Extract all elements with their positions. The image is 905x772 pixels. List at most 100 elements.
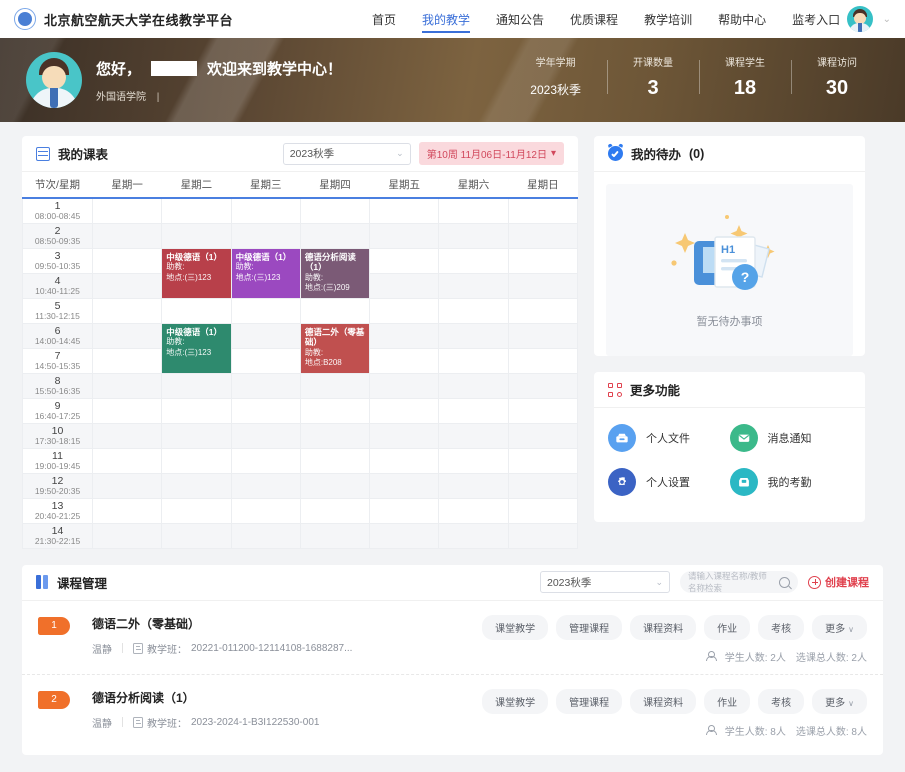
timetable-cell xyxy=(507,222,579,249)
timetable-cell xyxy=(91,472,163,499)
course-row[interactable]: 1 德语二外（零基础） 温静 教学班： 20221-011200-12114108-16… xyxy=(22,601,883,674)
create-course-button[interactable]: 创建课程 xyxy=(808,574,869,590)
person-icon xyxy=(705,725,717,735)
alarm-clock-icon xyxy=(607,143,624,161)
timetable-row: 2 08:50-09:35 xyxy=(22,222,579,249)
course-action-3[interactable]: 作业 xyxy=(704,614,751,640)
timetable-cell[interactable]: 德语二外（零基础） 助教: 地点:B208 xyxy=(299,322,371,374)
nav-item-5[interactable]: 帮助中心 xyxy=(718,13,767,27)
nav-item-3[interactable]: 优质课程 xyxy=(570,13,619,27)
timetable-cell xyxy=(91,522,163,549)
course-action-buttons: 课堂教学 管理课程 课程资料 作业 考核 更多 ∨ xyxy=(482,614,867,640)
illustration-question-badge: ? xyxy=(740,269,749,285)
brand-title: 北京航空航天大学在线教学平台 xyxy=(44,12,234,28)
slot-time: 14:00-14:45 xyxy=(34,335,81,346)
course-action-0[interactable]: 课堂教学 xyxy=(482,614,549,640)
course-action-more[interactable]: 更多 ∨ xyxy=(812,614,867,640)
course-action-4[interactable]: 考核 xyxy=(758,688,805,714)
course-action-1[interactable]: 管理课程 xyxy=(556,688,623,714)
timetable-cell xyxy=(507,247,579,274)
nav-item-1[interactable]: 我的教学 xyxy=(422,1,471,37)
course-action-1[interactable]: 管理课程 xyxy=(556,614,623,640)
timetable-cell xyxy=(230,197,301,224)
course-name[interactable]: 德语二外（零基础） xyxy=(92,616,201,631)
course-actions: 课堂教学 管理课程 课程资料 作业 考核 更多 ∨ 学生人数: 8人 选课总人数: 8人 xyxy=(482,688,867,738)
nav-item-0[interactable]: 首页 xyxy=(372,13,397,27)
more-function-item-2[interactable]: 个人设置 xyxy=(608,468,730,496)
timetable-cell xyxy=(369,522,440,549)
timetable-row: 1 08:00-08:45 xyxy=(22,197,579,224)
course-action-2[interactable]: 课程资料 xyxy=(630,614,697,640)
timetable-grid: 节次/星期 星期一 星期二 星期三 星期四 星期五 星期六 星期日 1 08:00-08:45 2… xyxy=(22,172,579,549)
todo-empty-label: 暂无待办事项 xyxy=(696,316,763,328)
course-action-3[interactable]: 作业 xyxy=(704,688,751,714)
nav-item-6[interactable]: 监考入口 xyxy=(792,13,841,27)
timetable-cell[interactable]: 中级德语（1） 助教: 地点:(三)123 xyxy=(161,322,232,374)
timetable-course-block[interactable]: 中级德语（1） 助教: 地点:(三)123 xyxy=(162,248,231,298)
chevron-down-icon: ⌄ xyxy=(396,148,404,158)
create-course-label: 创建课程 xyxy=(825,577,869,589)
inbox-icon xyxy=(729,468,758,496)
timetable-col-5: 星期五 xyxy=(369,172,439,199)
timetable-header-row: 节次/星期 星期一 星期二 星期三 星期四 星期五 星期六 星期日 xyxy=(22,172,578,199)
more-function-item-0[interactable]: 个人文件 xyxy=(608,424,730,452)
timetable-row: 3 09:50-10:35 中级德语（1） 助教: 地点:(三)123 中级德语（1） 助教… xyxy=(22,247,579,299)
timetable-cell xyxy=(230,322,301,349)
hero-stat-label: 学年学期 xyxy=(535,58,576,69)
timetable-cell xyxy=(438,397,509,424)
timetable-cell xyxy=(230,222,301,249)
timetable-course-block[interactable]: 德语二外（零基础） 助教: 地点:B208 xyxy=(300,323,370,373)
timetable-course-block[interactable]: 中级德语（1） 助教: 地点:(三)123 xyxy=(162,323,231,373)
course-search-box[interactable]: 请输入课程名称/教师名称检索 xyxy=(680,571,798,593)
chevron-down-icon[interactable]: ⌄ xyxy=(882,13,891,25)
timetable-term-select[interactable]: 2023秋季 ⌄ xyxy=(282,142,411,165)
timetable-cell xyxy=(369,397,440,424)
timetable-body: 1 08:00-08:45 2 08:50-09:35 3 09:50-10:35 中级德语… xyxy=(22,197,579,549)
timetable-cell xyxy=(299,222,371,249)
todo-count: (0) xyxy=(689,146,705,161)
timetable-cell[interactable]: 德语分析阅读（1） 助教: 地点:(三)209 xyxy=(299,247,371,299)
timetable-cell xyxy=(507,322,579,349)
todo-card: 我的待办 (0) H1 xyxy=(594,136,865,356)
slot-time: 21:30-22:15 xyxy=(34,535,81,546)
course-row[interactable]: 2 德语分析阅读（1） 温静 教学班： 2023-2024-1-B3I122530-00… xyxy=(22,673,883,748)
welcome-banner: 您好， 欢迎来到教学中心！ 外国语学院 | 学年学期 2023秋季 开课数量 3 课程学… xyxy=(0,38,905,122)
slot-number: 1 xyxy=(54,199,61,212)
user-avatar[interactable] xyxy=(846,6,873,32)
person-icon xyxy=(705,651,717,661)
brand[interactable]: 北京航空航天大学在线教学平台 xyxy=(14,8,233,30)
timetable-course-block[interactable]: 德语分析阅读（1） 助教: 地点:(三)209 xyxy=(300,248,370,298)
timetable-cell[interactable]: 中级德语（1） 助教: 地点:(三)123 xyxy=(230,247,301,299)
slot-time: 11:30-12:15 xyxy=(35,310,80,321)
course-action-0[interactable]: 课堂教学 xyxy=(482,688,549,714)
nav-item-4[interactable]: 教学培训 xyxy=(644,13,693,27)
course-action-4[interactable]: 考核 xyxy=(758,614,805,640)
more-function-item-1[interactable]: 消息通知 xyxy=(729,424,852,452)
timetable-row: 12 19:50-20:35 xyxy=(22,472,579,499)
search-icon[interactable] xyxy=(779,576,790,588)
course-name[interactable]: 德语分析阅读（1） xyxy=(92,690,195,705)
slot-number: 2 xyxy=(54,224,61,237)
nav-item-2[interactable]: 通知公告 xyxy=(496,13,545,27)
week-range-badge[interactable]: 第10周 11月06日-11月12日 ▾ xyxy=(418,142,564,165)
course-meta: 温静 教学班： 2023-2024-1-B3I122530-001 xyxy=(92,715,319,730)
timetable-cell xyxy=(161,522,232,549)
more-functions-grid: 个人文件 消息通知个人设置 我的考勤 xyxy=(594,408,865,512)
grid-icon xyxy=(608,382,622,397)
course-block-name: 德语分析阅读（1） xyxy=(304,251,356,273)
chevron-down-icon: ⌄ xyxy=(655,576,663,587)
slot-time: 20:40-21:25 xyxy=(34,510,81,521)
timetable-row: 6 14:00-14:45 中级德语（1） 助教: 地点:(三)123 德语二外（零基础）… xyxy=(22,322,579,374)
course-action-2[interactable]: 课程资料 xyxy=(630,688,697,714)
timetable-cell xyxy=(161,397,232,424)
slot-number: 11 xyxy=(52,449,63,462)
timetable-cell xyxy=(91,197,163,224)
course-block-place: 地点:B208 xyxy=(304,358,342,368)
course-term-select[interactable]: 2023秋季 ⌄ xyxy=(540,571,670,593)
timetable-course-block[interactable]: 中级德语（1） 助教: 地点:(三)123 xyxy=(231,248,300,298)
timetable-cell[interactable]: 中级德语（1） 助教: 地点:(三)123 xyxy=(161,247,232,299)
timetable-cell xyxy=(369,247,440,274)
more-function-item-3[interactable]: 我的考勤 xyxy=(729,468,852,496)
timetable-cell xyxy=(507,297,579,324)
course-action-more[interactable]: 更多 ∨ xyxy=(812,688,867,714)
